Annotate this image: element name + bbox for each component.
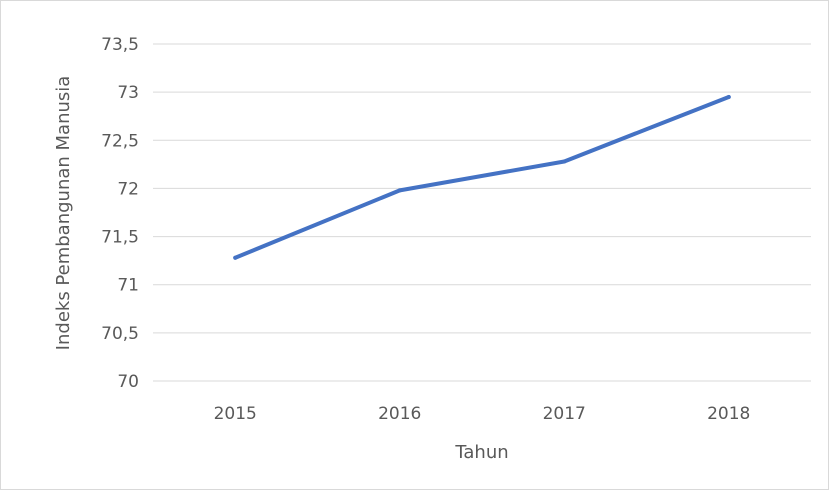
y-tick-label: 73: [117, 83, 139, 103]
data-point: [562, 159, 567, 164]
series-line: [233, 94, 731, 260]
data-point: [233, 255, 238, 260]
gridlines: [153, 43, 811, 382]
x-axis-title: Tahun: [454, 442, 508, 463]
y-tick-label: 71,5: [101, 228, 139, 248]
series-layer: [233, 94, 731, 260]
y-tick-labels: 70 70,5 71 71,5 72 72,5 73 73,5: [101, 35, 139, 392]
y-tick-label: 72: [117, 179, 139, 199]
x-tick-label: 2015: [214, 404, 257, 424]
y-tick-label: 70,5: [101, 324, 139, 344]
data-point: [397, 188, 402, 193]
x-tick-labels: 2015 2016 2017 2018: [214, 404, 751, 424]
y-tick-label: 72,5: [101, 131, 139, 151]
x-tick-label: 2017: [543, 404, 586, 424]
y-axis-title: Indeks Pembangunan Manusia: [53, 76, 74, 351]
y-tick-label: 70: [117, 372, 139, 392]
y-tick-label: 71: [117, 276, 139, 296]
x-tick-label: 2018: [707, 404, 750, 424]
y-tick-label: 73,5: [101, 35, 139, 55]
x-tick-label: 2016: [378, 404, 421, 424]
data-point: [726, 94, 731, 99]
